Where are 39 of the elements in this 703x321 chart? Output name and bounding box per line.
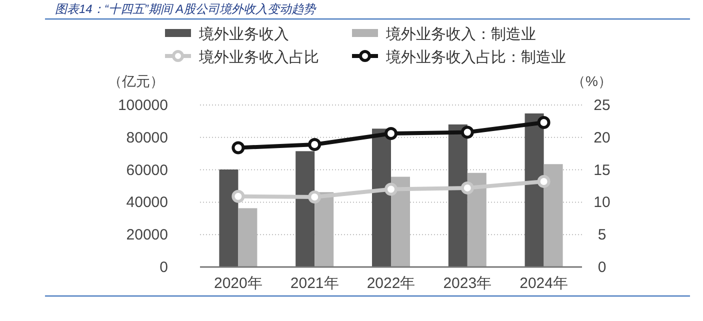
point [232, 190, 245, 203]
chart-title: 图表14：“十四五”期间 A股公司境外收入变动趋势 [55, 2, 317, 16]
legend-label: 境外业务收入：制造业 [385, 26, 536, 43]
x-tick-label: 2023年 [443, 275, 492, 292]
y2-tick-label: 15 [594, 162, 610, 179]
y2-tick-label: 25 [594, 97, 610, 114]
x-tick-label: 2022年 [366, 275, 416, 292]
y-tick-label: 60000 [126, 162, 168, 179]
y2-tick-label: 10 [594, 194, 610, 212]
y2-axis-title: （%） [572, 73, 612, 89]
point [384, 127, 398, 140]
bar [448, 124, 468, 267]
legend-label: 境外业务收入占比：制造业 [385, 49, 566, 66]
x-tick-label: 2021年 [290, 275, 339, 292]
y-tick-label: 80000 [126, 129, 168, 146]
y-tick-label: 40000 [126, 194, 168, 212]
bar [524, 113, 544, 267]
y2-tick-label: 0 [598, 259, 606, 276]
bar [296, 151, 315, 267]
point [384, 182, 398, 196]
point [460, 126, 474, 139]
y-tick-label: 20000 [126, 226, 168, 244]
legend-label: 境外业务收入占比 [198, 49, 319, 66]
point [460, 181, 474, 194]
y2-tick-label: 5 [598, 226, 606, 244]
y-tick-label: 100000 [118, 97, 168, 114]
x-tick-label: 2024年 [520, 275, 568, 292]
point [308, 138, 322, 152]
point [537, 116, 550, 129]
point [308, 190, 322, 204]
y2-tick-label: 20 [594, 129, 610, 146]
y-tick-label: 0 [160, 259, 168, 276]
point [232, 141, 245, 154]
bar [372, 128, 391, 267]
x-tick-label: 2020年 [214, 275, 262, 292]
y-axis-title: （亿元） [108, 73, 164, 89]
point [537, 174, 550, 188]
legend-label: 境外业务收入 [198, 26, 289, 43]
bar [219, 169, 238, 267]
